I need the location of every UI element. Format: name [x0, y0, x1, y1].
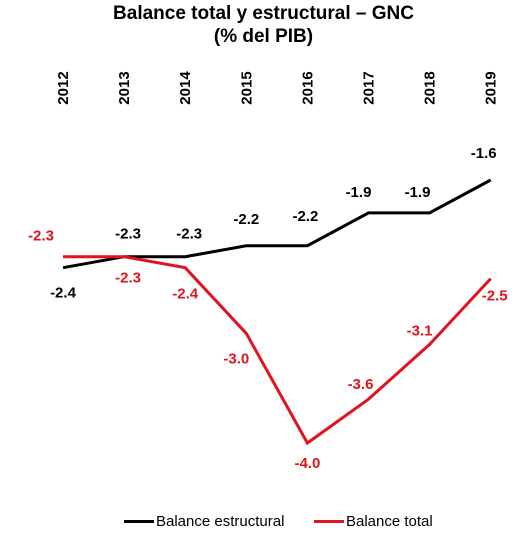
data-label-total: -3.6 — [348, 376, 374, 393]
series-line-estructural — [62, 178, 492, 270]
legend-swatch-total — [314, 520, 344, 523]
data-label-total: -4.0 — [294, 455, 320, 472]
series-line-total — [63, 255, 492, 446]
data-label-total: -2.3 — [115, 270, 141, 287]
chart-title: Balance total y estructural – GNC — [113, 3, 414, 24]
data-label-total: -2.4 — [172, 286, 199, 303]
legend-item-total: Balance total — [314, 513, 433, 530]
data-label-estructural: -2.2 — [292, 208, 318, 225]
legend: Balance estructural Balance total — [0, 513, 527, 533]
data-label-estructural: -2.2 — [233, 211, 259, 228]
data-label-estructural: -1.9 — [346, 184, 372, 201]
legend-label-total: Balance total — [346, 513, 433, 530]
x-tick-label: 2012 — [55, 71, 72, 104]
legend-label-estructural: Balance estructural — [156, 513, 285, 530]
x-tick-label: 2018 — [422, 71, 439, 104]
data-label-total: -2.5 — [482, 288, 508, 305]
data-label-estructural: -2.3 — [115, 226, 141, 243]
x-tick-label: 2016 — [299, 71, 316, 104]
legend-swatch-estructural — [124, 520, 154, 523]
legend-item-estructural: Balance estructural — [124, 513, 284, 530]
data-label-estructural: -1.9 — [405, 184, 431, 201]
chart-subtitle: (% del PIB) — [213, 26, 314, 47]
data-label-total: -3.0 — [223, 350, 249, 367]
data-label-estructural: -2.4 — [50, 285, 77, 302]
x-tick-label: 2017 — [361, 71, 378, 104]
data-label-estructural: -2.3 — [176, 226, 202, 243]
x-tick-label: 2014 — [177, 71, 194, 105]
data-label-total: -3.1 — [407, 322, 433, 339]
x-tick-label: 2013 — [116, 71, 133, 104]
x-tick-label: 2019 — [483, 71, 500, 104]
x-tick-label: 2015 — [238, 71, 255, 104]
data-label-estructural: -1.6 — [471, 145, 497, 162]
data-label-total: -2.3 — [28, 228, 54, 245]
